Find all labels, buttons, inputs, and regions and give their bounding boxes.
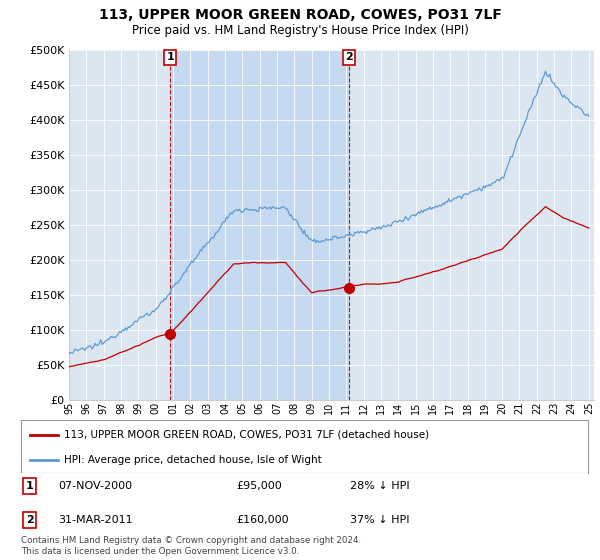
Text: £95,000: £95,000 — [236, 482, 282, 491]
Text: 37% ↓ HPI: 37% ↓ HPI — [350, 515, 409, 525]
Text: £160,000: £160,000 — [236, 515, 289, 525]
Text: 31-MAR-2011: 31-MAR-2011 — [58, 515, 133, 525]
Text: Contains HM Land Registry data © Crown copyright and database right 2024.
This d: Contains HM Land Registry data © Crown c… — [21, 536, 361, 556]
Text: 2: 2 — [26, 515, 34, 525]
Text: 113, UPPER MOOR GREEN ROAD, COWES, PO31 7LF (detached house): 113, UPPER MOOR GREEN ROAD, COWES, PO31 … — [64, 430, 428, 440]
Text: 113, UPPER MOOR GREEN ROAD, COWES, PO31 7LF: 113, UPPER MOOR GREEN ROAD, COWES, PO31 … — [98, 8, 502, 22]
Text: 1: 1 — [166, 53, 174, 63]
Text: 1: 1 — [26, 482, 34, 491]
Text: 2: 2 — [345, 53, 353, 63]
Text: HPI: Average price, detached house, Isle of Wight: HPI: Average price, detached house, Isle… — [64, 455, 321, 465]
Text: 28% ↓ HPI: 28% ↓ HPI — [350, 482, 409, 491]
Text: 07-NOV-2000: 07-NOV-2000 — [58, 482, 132, 491]
Bar — [170, 50, 349, 400]
Text: Price paid vs. HM Land Registry's House Price Index (HPI): Price paid vs. HM Land Registry's House … — [131, 24, 469, 36]
